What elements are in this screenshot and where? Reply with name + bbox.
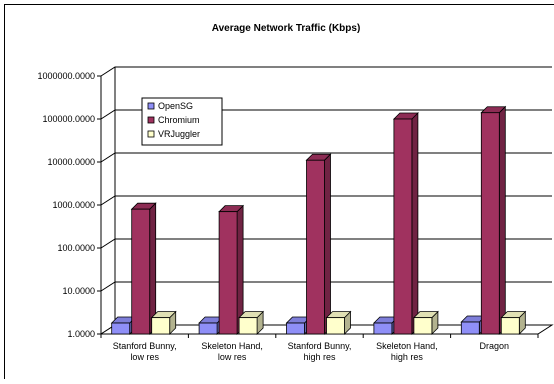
bar-vrjuggler: [414, 312, 438, 334]
bar-side: [412, 113, 418, 334]
legend-label: Chromium: [158, 115, 200, 125]
bar-chromium: [219, 206, 243, 334]
bar-side: [325, 154, 331, 334]
x-tick-label: Dragon: [480, 341, 510, 351]
bar-vrjuggler: [239, 312, 263, 334]
bar-front: [374, 323, 392, 334]
bar-front: [481, 113, 499, 334]
bar-side: [499, 107, 505, 334]
y-tick-label: 100000.0000: [42, 114, 95, 124]
bar-front: [239, 318, 257, 334]
bar-front: [307, 160, 325, 334]
y-tick-label: 1.0000: [67, 329, 95, 339]
bar-front: [199, 323, 217, 334]
bar-vrjuggler: [327, 312, 351, 334]
bar-front: [501, 318, 519, 334]
y-tick-label: 100.0000: [57, 243, 95, 253]
bar-front: [132, 209, 150, 334]
bar-front: [112, 323, 130, 334]
bar-front: [152, 318, 170, 334]
legend-label: VRJuggler: [158, 129, 200, 139]
bar-front: [327, 318, 345, 334]
bar-chromium: [481, 107, 505, 334]
bar-vrjuggler: [501, 312, 525, 334]
y-tick-label: 1000.0000: [52, 200, 95, 210]
bar-front: [219, 212, 237, 334]
y-tick-label: 10.0000: [62, 286, 95, 296]
y-tick-label: 10000.0000: [47, 157, 95, 167]
bar-front: [461, 322, 479, 334]
chart-title: Average Network Traffic (Kbps): [212, 23, 361, 34]
bar-front: [287, 323, 305, 334]
bar-vrjuggler: [152, 312, 176, 334]
legend-swatch: [148, 117, 154, 123]
bar-chromium: [394, 113, 418, 334]
legend: OpenSG Chromium VRJuggler: [142, 98, 222, 145]
bar-chromium: [307, 154, 331, 334]
legend-swatch: [148, 131, 154, 137]
legend-label: OpenSG: [158, 101, 193, 111]
legend-swatch: [148, 103, 154, 109]
bar-front: [414, 318, 432, 334]
bar-front: [394, 119, 412, 334]
bar-chromium: [132, 203, 156, 334]
y-tick-label: 1000000.0000: [37, 71, 95, 81]
